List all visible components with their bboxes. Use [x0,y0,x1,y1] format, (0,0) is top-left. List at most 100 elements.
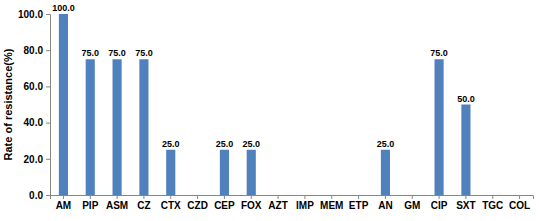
x-tick: COL [509,195,530,211]
y-axis: 0.0 20.0 40.0 60.0 80.0 100.0 [18,9,51,201]
x-tick: IMP [296,195,314,211]
x-tick: AN [378,195,392,211]
x-tick-label: FOX [241,200,262,211]
y-tick: 80.0 [24,45,50,56]
data-label: 75.0 [81,48,99,58]
x-tick: TGC [482,195,503,211]
x-tick-mark [63,195,64,199]
y-tick: 100.0 [18,9,50,20]
y-tick-label: 80.0 [24,45,44,56]
x-tick-mark [412,195,413,199]
x-axis: AM PIP ASM CZ CTX CZD CEP FOX AZT IMP MEM ETP AN GM CI… [51,195,534,211]
x-tick: ETP [349,195,369,211]
x-tick: CEP [214,195,235,211]
data-labels: 100.0 75.0 75.0 75.0 25.0 25.0 25.0 25.0 75.0 50.… [52,3,475,149]
x-tick: PIP [82,195,98,211]
x-tick-label: PIP [82,200,98,211]
x-tick-label: TGC [482,200,503,211]
bar [408,195,417,196]
y-tick-mark [46,159,50,160]
bar [139,59,148,195]
x-tick-mark [224,195,225,199]
y-tick-label: 40.0 [24,117,44,128]
y-tick-mark [46,195,50,196]
x-tick-mark [492,195,493,199]
x-tick-mark [331,195,332,199]
bar [193,195,202,196]
data-label: 75.0 [135,48,153,58]
x-tick: CZ [137,195,150,211]
x-tick-label: CZ [137,200,150,211]
x-tick-label: MEM [320,200,343,211]
x-tick-mark [90,195,91,199]
x-tick: GM [404,195,420,211]
y-tick: 40.0 [24,117,50,128]
y-tick-label: 100.0 [18,9,43,20]
bar [59,14,68,195]
bar [354,195,363,196]
x-tick-mark [170,195,171,199]
y-tick-label: 0.0 [29,190,43,201]
y-tick: 0.0 [29,190,50,201]
bar [515,195,524,196]
x-tick-label: CIP [431,200,448,211]
y-tick-mark [46,123,50,124]
x-tick-mark [143,195,144,199]
x-tick-mark [385,195,386,199]
x-tick-mark [251,195,252,199]
bar [300,195,309,196]
y-tick-mark [46,14,50,15]
x-tick-mark [197,195,198,199]
chart: 0.0 20.0 40.0 60.0 80.0 100.0 AM PIP ASM CZ CTX CZD… [0,0,539,221]
bar [488,195,497,196]
plot: 0.0 20.0 40.0 60.0 80.0 100.0 AM PIP ASM CZ CTX CZD… [18,3,534,211]
bar [327,195,336,196]
bar [247,150,256,195]
x-tick-mark [278,195,279,199]
x-tick-label: ETP [349,200,369,211]
x-tick: ASM [106,195,128,211]
data-label: 75.0 [108,48,126,58]
data-label: 25.0 [216,139,234,149]
x-axis-line [51,196,534,200]
x-tick: MEM [320,195,343,211]
x-tick-label: AM [56,200,72,211]
y-axis-line [46,15,51,196]
x-tick-label: IMP [296,200,314,211]
y-tick: 60.0 [24,81,50,92]
bars [59,14,471,195]
x-tick: CIP [431,195,448,211]
y-tick-mark [46,86,50,87]
x-tick: FOX [241,195,262,211]
bar [274,195,283,196]
data-label: 75.0 [430,48,448,58]
data-label: 25.0 [162,139,180,149]
bar [166,150,175,195]
data-label: 50.0 [457,94,475,104]
data-label: 25.0 [242,139,260,149]
x-tick: AZT [268,195,287,211]
x-tick-label: AN [378,200,392,211]
data-label: 25.0 [377,139,395,149]
x-tick-label: CZD [187,200,208,211]
data-label: 100.0 [52,3,75,13]
y-tick-mark [46,50,50,51]
x-tick: SXT [456,195,475,211]
x-tick-label: AZT [268,200,287,211]
y-tick: 20.0 [24,154,50,165]
bar [220,150,229,195]
x-tick-label: COL [509,200,530,211]
x-tick-mark [304,195,305,199]
x-tick-label: SXT [456,200,475,211]
y-axis-title: Rate of resistance(%) [2,48,14,160]
x-tick-label: GM [404,200,420,211]
x-tick: AM [56,195,72,211]
x-tick-mark [358,195,359,199]
bar [381,150,390,195]
x-tick-mark [465,195,466,199]
x-tick: CZD [187,195,208,211]
x-tick-mark [519,195,520,199]
x-tick: CTX [161,195,181,211]
bar [86,59,95,195]
x-tick-label: CEP [214,200,235,211]
